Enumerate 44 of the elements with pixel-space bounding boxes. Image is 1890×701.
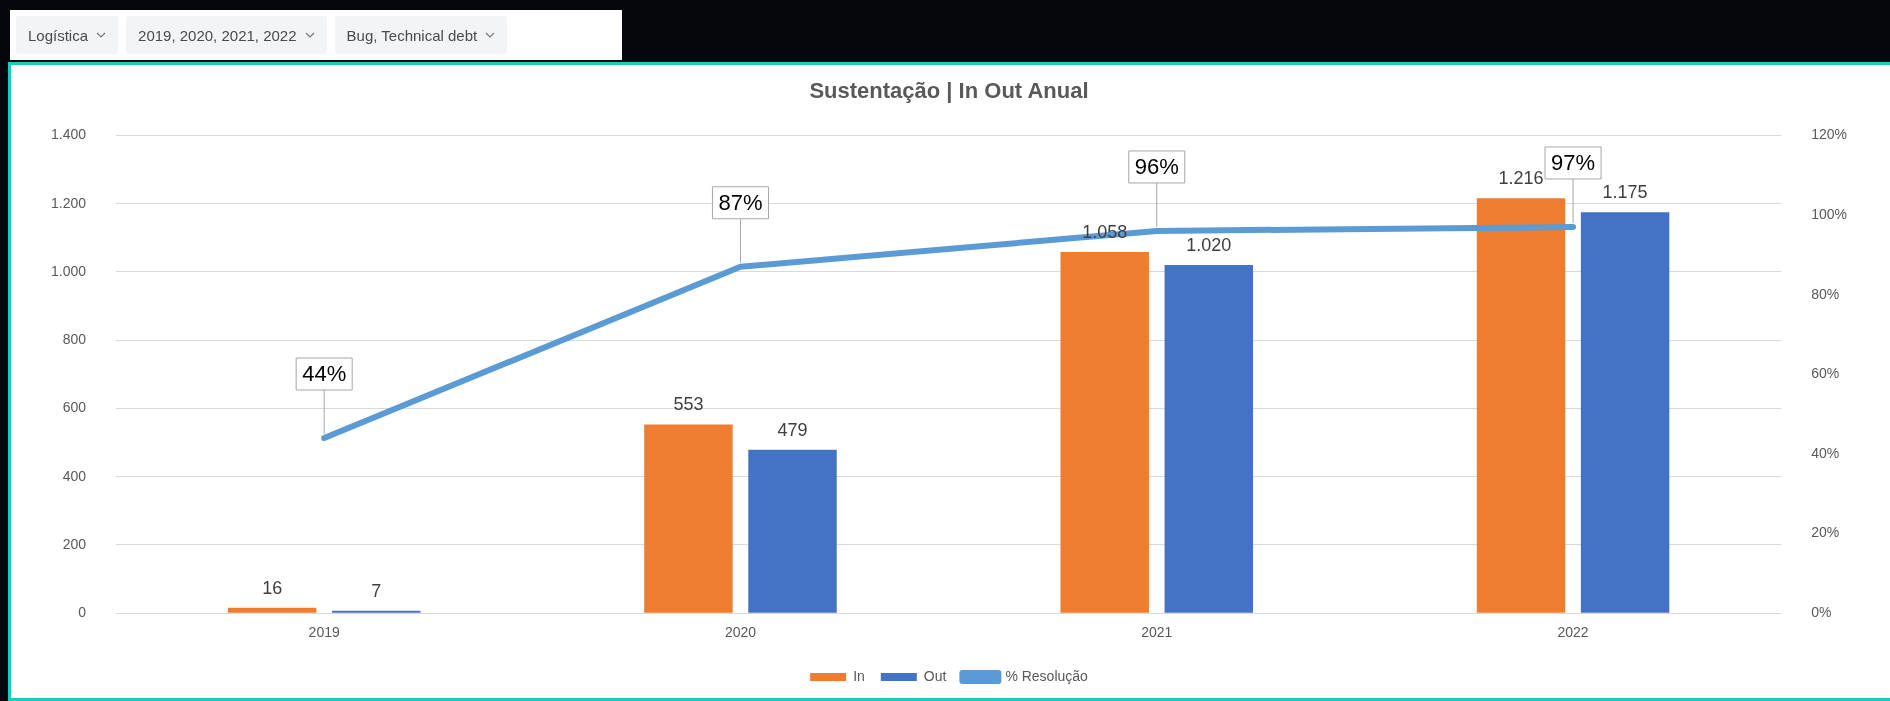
- y-tick-label: 600: [62, 399, 87, 416]
- y2-tick-label: 100%: [1811, 205, 1848, 222]
- data-label: 97%: [1551, 150, 1596, 176]
- y-tick-label: 1.400: [50, 126, 87, 143]
- bar: [748, 449, 837, 613]
- bar: [644, 424, 733, 613]
- y2-tick-label: 40%: [1811, 444, 1840, 461]
- data-label: 44%: [302, 361, 347, 387]
- data-label: 479: [777, 419, 808, 440]
- legend-label: Out: [923, 667, 947, 684]
- x-tick-label: 2019: [308, 624, 340, 641]
- legend-label: In: [853, 667, 865, 684]
- y2-tick-label: 60%: [1811, 365, 1840, 382]
- y-tick-label: 400: [62, 467, 87, 484]
- x-tick-label: 2022: [1557, 624, 1589, 641]
- y2-tick-label: 80%: [1811, 285, 1840, 302]
- x-tick-label: 2021: [1141, 624, 1173, 641]
- data-label: 16: [262, 577, 283, 598]
- bar: [1164, 265, 1254, 613]
- text: Bug, Technical debt: [346, 26, 478, 44]
- data-label: 1.020: [1186, 235, 1232, 256]
- data-label: 1.216: [1498, 168, 1544, 189]
- y-tick-label: 1.000: [50, 262, 87, 279]
- bar: [1476, 198, 1566, 613]
- text: 2019, 2020, 2021, 2022: [138, 26, 297, 44]
- data-label: 96%: [1134, 154, 1179, 180]
- chart-title: Sustentação | In Out Anual: [809, 78, 1089, 104]
- y-tick-label: 200: [62, 535, 87, 552]
- data-label: 1.175: [1602, 182, 1648, 203]
- bar: [1580, 212, 1670, 613]
- text: Logística: [28, 26, 89, 44]
- y-tick-label: 1.200: [50, 194, 87, 211]
- y-tick-label: 800: [62, 331, 87, 348]
- data-label: 87%: [718, 189, 763, 215]
- y2-tick-label: 0%: [1811, 604, 1832, 621]
- bar: [227, 607, 317, 613]
- bar: [1060, 252, 1149, 613]
- y2-tick-label: 20%: [1811, 524, 1840, 541]
- x-tick-label: 2020: [724, 624, 757, 641]
- legend-label: % Resolução: [1005, 667, 1089, 684]
- data-label: 7: [371, 580, 382, 601]
- y2-tick-label: 120%: [1811, 126, 1848, 143]
- data-label: 553: [673, 394, 704, 415]
- y-tick-label: 0: [78, 604, 87, 621]
